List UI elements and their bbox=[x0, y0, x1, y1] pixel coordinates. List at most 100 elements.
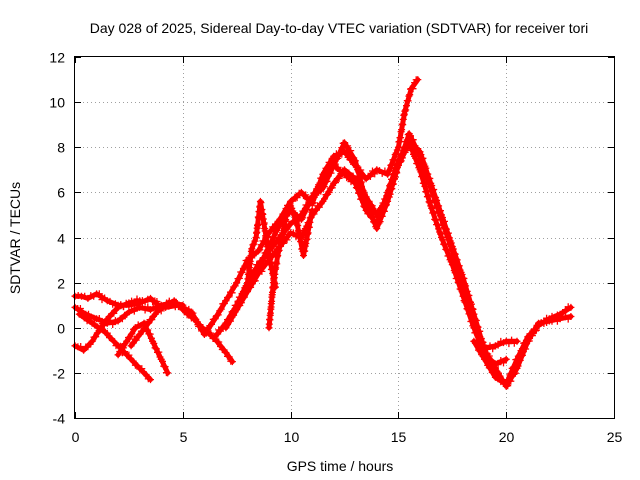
data-point bbox=[428, 182, 436, 189]
data-point bbox=[443, 246, 451, 254]
data-point bbox=[325, 189, 333, 196]
data-point bbox=[332, 179, 339, 187]
data-point bbox=[442, 245, 450, 253]
data-point bbox=[430, 186, 438, 193]
data-point bbox=[480, 341, 488, 349]
data-point bbox=[261, 261, 269, 269]
data-point bbox=[215, 338, 223, 346]
data-point bbox=[269, 245, 277, 253]
data-point bbox=[335, 174, 343, 182]
data-point bbox=[428, 204, 436, 212]
data-point bbox=[254, 247, 262, 255]
data-point bbox=[125, 351, 133, 359]
data-point bbox=[228, 289, 236, 297]
data-point bbox=[433, 196, 441, 204]
data-point bbox=[355, 172, 363, 180]
data-point bbox=[244, 279, 251, 287]
data-point bbox=[437, 207, 444, 215]
data-point bbox=[95, 290, 103, 298]
data-point bbox=[407, 139, 415, 147]
data-point bbox=[450, 250, 458, 257]
data-point bbox=[354, 167, 362, 175]
y-tick-label: -2 bbox=[53, 366, 66, 382]
data-point bbox=[317, 179, 325, 187]
data-point bbox=[367, 201, 375, 209]
x-tick-label: 20 bbox=[499, 429, 515, 445]
data-point bbox=[353, 162, 361, 170]
data-point bbox=[273, 260, 281, 268]
grid-layer bbox=[75, 57, 614, 418]
data-point bbox=[398, 152, 405, 159]
data-point bbox=[383, 192, 391, 200]
data-point bbox=[231, 282, 239, 290]
data-point bbox=[494, 374, 502, 382]
data-point bbox=[255, 214, 263, 222]
data-point bbox=[471, 339, 479, 347]
data-point bbox=[359, 196, 367, 204]
data-point bbox=[284, 208, 292, 215]
data-point bbox=[81, 312, 88, 319]
data-point bbox=[164, 369, 172, 377]
data-point bbox=[407, 132, 414, 140]
x-tick-label: 15 bbox=[391, 429, 407, 445]
data-point bbox=[424, 192, 432, 200]
y-axis-label: SDTVAR / TECUs bbox=[7, 182, 23, 294]
x-tick-label: 10 bbox=[284, 429, 300, 445]
data-point bbox=[423, 188, 431, 196]
data-point bbox=[233, 301, 241, 309]
data-point bbox=[190, 314, 198, 322]
data-point bbox=[488, 359, 496, 367]
data-point bbox=[386, 166, 394, 174]
data-point bbox=[109, 321, 117, 328]
data-point bbox=[439, 236, 447, 244]
data-point bbox=[366, 209, 374, 217]
data-point bbox=[425, 198, 433, 206]
data-point bbox=[76, 305, 84, 312]
data-point bbox=[129, 357, 137, 365]
data-point bbox=[242, 282, 250, 290]
data-point bbox=[227, 317, 234, 325]
data-point bbox=[326, 167, 334, 175]
data-point bbox=[465, 292, 473, 299]
data-point bbox=[263, 251, 271, 259]
x-tick-label: 5 bbox=[180, 429, 188, 445]
data-point bbox=[424, 170, 432, 178]
data-point bbox=[314, 183, 322, 191]
data-point bbox=[250, 267, 258, 275]
plot-frame bbox=[74, 56, 615, 419]
data-point bbox=[463, 287, 471, 295]
data-point bbox=[162, 303, 170, 311]
data-point bbox=[404, 140, 412, 148]
data-point bbox=[332, 155, 340, 163]
data-point bbox=[132, 336, 140, 344]
data-point bbox=[249, 241, 257, 249]
data-point bbox=[447, 239, 455, 247]
data-point bbox=[222, 297, 230, 305]
data-point bbox=[418, 156, 426, 164]
data-point bbox=[325, 158, 333, 166]
data-point bbox=[272, 228, 280, 236]
data-point bbox=[451, 269, 459, 277]
data-point bbox=[455, 262, 463, 270]
data-point bbox=[401, 107, 409, 115]
data-point bbox=[254, 261, 262, 269]
data-point bbox=[230, 311, 238, 319]
data-point bbox=[237, 294, 245, 302]
data-point bbox=[110, 309, 118, 317]
data-point bbox=[460, 275, 468, 282]
data-point bbox=[404, 97, 412, 105]
data-point bbox=[567, 303, 575, 311]
data-point bbox=[211, 315, 219, 323]
data-point bbox=[295, 226, 303, 234]
data-point bbox=[378, 206, 386, 214]
data-point bbox=[141, 325, 149, 332]
data-point bbox=[419, 154, 427, 162]
data-point bbox=[514, 352, 522, 360]
data-point bbox=[258, 267, 266, 275]
data-point bbox=[289, 229, 297, 237]
data-point bbox=[341, 139, 348, 147]
data-point bbox=[222, 349, 230, 357]
data-point bbox=[435, 202, 443, 210]
data-point bbox=[452, 255, 460, 263]
data-point bbox=[257, 199, 265, 207]
